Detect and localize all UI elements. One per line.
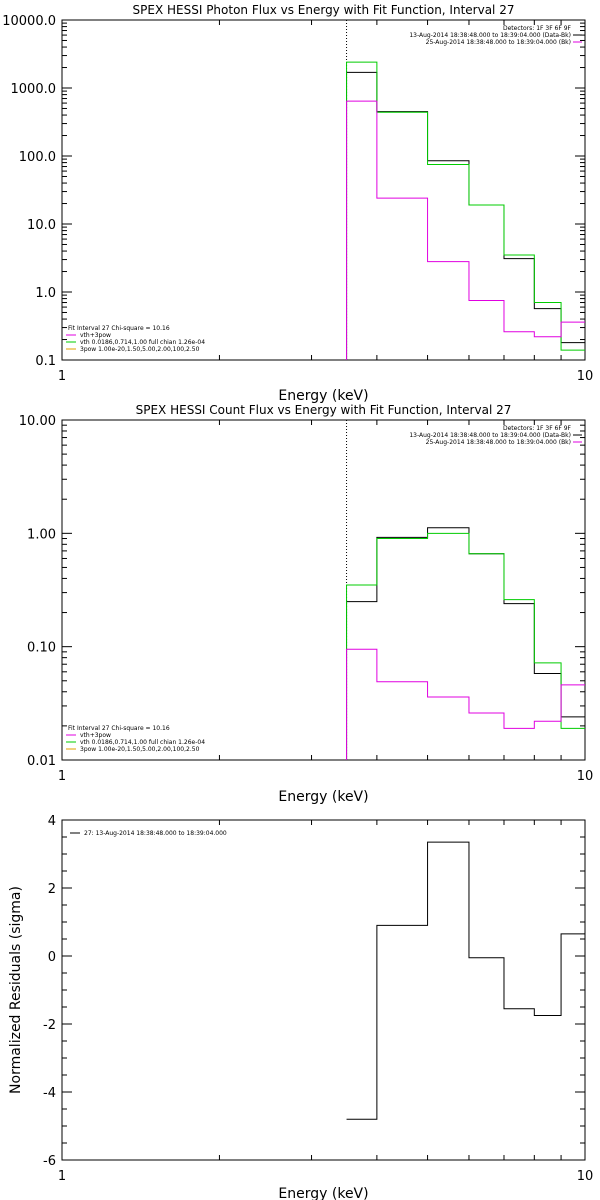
y-tick-label: 0.1 xyxy=(35,354,56,369)
y-tick-label: 100.0 xyxy=(19,150,56,165)
series-2-line xyxy=(346,532,585,760)
series-3-line xyxy=(346,100,585,360)
chart-title: SPEX HESSI Count Flux vs Energy with Fit… xyxy=(136,403,512,417)
y-tick-label: 1000.0 xyxy=(11,82,57,97)
legend-entry: vth+3pow xyxy=(80,332,111,339)
x-tick-label: 1 xyxy=(58,769,66,784)
chart-panel-1: SPEX HESSI Photon Flux vs Energy with Fi… xyxy=(2,3,593,404)
y-tick-label: 10.0 xyxy=(27,218,56,233)
y-tick-label: 10000.0 xyxy=(2,14,56,29)
series-1-line xyxy=(346,841,585,1120)
legend-entry: vth 0.0186,0.714,1.00 full chian 1.26e-0… xyxy=(80,339,205,346)
plot-frame xyxy=(61,419,586,761)
y-axis-label: Normalized Residuals (sigma) xyxy=(8,886,24,1094)
legend-entry: 25-Aug-2014 18:38:48.000 to 18:39:04.000… xyxy=(426,439,571,446)
legend-entry: 25-Aug-2014 18:38:48.000 to 18:39:04.000… xyxy=(426,39,571,46)
legend-entry: Detectors: 1F 3F 6F 9F xyxy=(503,25,572,32)
series-3-line xyxy=(346,648,585,760)
y-tick-label: -4 xyxy=(43,1086,56,1101)
legend-entry: 3pow 1.00e-20,1.50,5.00,2.00,100,2.50 xyxy=(80,746,200,753)
legend-entry: vth 0.0186,0.714,1.00 full chian 1.26e-0… xyxy=(80,739,205,746)
y-tick-label: 4 xyxy=(48,814,56,829)
plot-frame xyxy=(61,819,586,1161)
x-tick-label: 1 xyxy=(58,369,66,384)
series-1-line xyxy=(346,71,585,360)
legend-entry: Detectors: 1F 3F 6F 9F xyxy=(503,425,572,432)
chart-panel-3: Energy (keV) Normalized Residuals (sigma)… xyxy=(8,814,593,1200)
legend-entry: 27: 13-Aug-2014 18:38:48.000 to 18:39:04… xyxy=(84,830,227,837)
legend-entry: 3pow 1.00e-20,1.50,5.00,2.00,100,2.50 xyxy=(80,346,200,353)
x-tick-label: 1 xyxy=(58,1169,66,1184)
legend-entry: 13-Aug-2014 18:38:48.000 to 18:39:04.000… xyxy=(409,432,571,439)
y-tick-label: 10.00 xyxy=(19,414,56,429)
y-tick-label: 0 xyxy=(48,950,56,965)
x-axis-label: Energy (keV) xyxy=(278,1186,368,1200)
legend-entry: Fit Interval 27 Chi-square = 10.16 xyxy=(68,725,170,732)
series-1-line xyxy=(346,527,585,760)
series-2-line xyxy=(346,61,585,360)
y-tick-label: 0.10 xyxy=(27,641,56,656)
x-tick-label: 10 xyxy=(577,369,594,384)
legend-entry: 13-Aug-2014 18:38:48.000 to 18:39:04.000… xyxy=(409,32,571,39)
y-tick-label: -2 xyxy=(43,1018,56,1033)
y-tick-label: 2 xyxy=(48,882,56,897)
x-tick-label: 10 xyxy=(577,769,594,784)
x-axis-label: Energy (keV) xyxy=(278,388,368,404)
y-tick-label: 1.00 xyxy=(27,527,56,542)
y-tick-label: 0.01 xyxy=(27,754,56,769)
chart-panel-2: SPEX HESSI Count Flux vs Energy with Fit… xyxy=(19,403,593,805)
x-tick-label: 10 xyxy=(577,1169,594,1184)
legend-entry: vth+3pow xyxy=(80,732,111,739)
y-tick-label: -6 xyxy=(43,1154,56,1169)
chart-title: SPEX HESSI Photon Flux vs Energy with Fi… xyxy=(133,3,515,17)
y-tick-label: 1.0 xyxy=(35,286,56,301)
x-axis-label: Energy (keV) xyxy=(278,789,368,805)
plot-frame xyxy=(61,19,586,361)
legend-entry: Fit Interval 27 Chi-square = 10.16 xyxy=(68,325,170,332)
